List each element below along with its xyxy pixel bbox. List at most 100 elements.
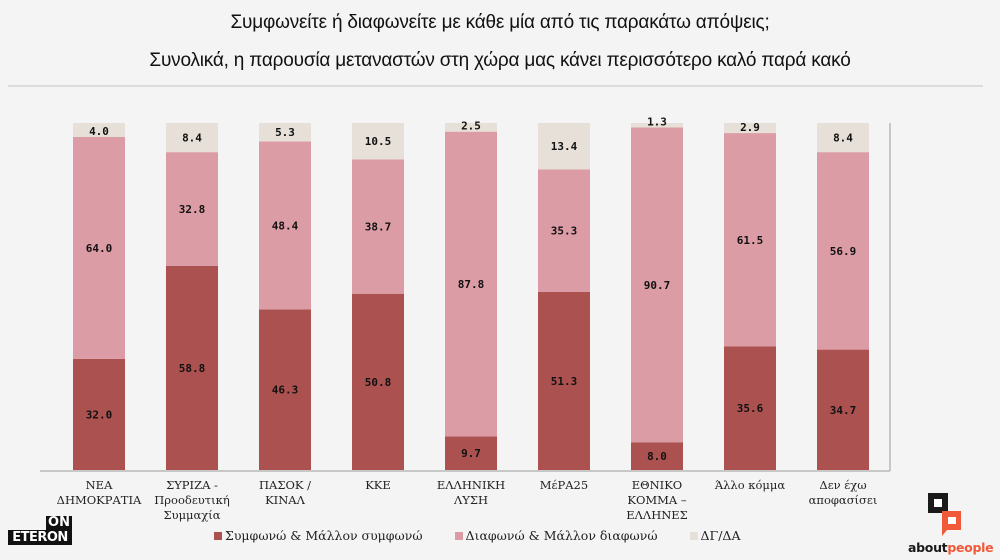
x-tick-label: ΕΘΝΙΚΟ ΚΟΜΜΑ – ΕΛΛΗΝΕΣ bbox=[612, 478, 702, 523]
legend-label: Διαφωνώ & Μάλλον διαφωνώ bbox=[465, 528, 658, 543]
data-label-agree: 34.7 bbox=[830, 404, 857, 417]
x-tick-label-line: ΜέΡΑ25 bbox=[539, 478, 589, 492]
bar-segment-agree bbox=[166, 265, 218, 470]
legend-label: ΔΓ/ΔΑ bbox=[700, 528, 741, 543]
x-tick-label-line: ΚΟΜΜΑ – bbox=[627, 493, 687, 507]
x-tick-label-line: Προοδευτική bbox=[154, 493, 230, 507]
on-eteron-logo: ON ETERON bbox=[8, 516, 72, 545]
legend-swatch-disagree bbox=[454, 531, 463, 540]
data-label-agree: 46.3 bbox=[272, 384, 299, 397]
bar-segment-disagree bbox=[352, 159, 404, 294]
legend-label: Συμφωνώ & Μάλλον συμφωνώ bbox=[225, 528, 423, 543]
data-label-disagree: 56.9 bbox=[830, 245, 857, 258]
data-label-dk: 5.3 bbox=[275, 126, 295, 139]
data-label-agree: 8.0 bbox=[647, 450, 667, 463]
bar-segment-dk bbox=[445, 123, 497, 132]
data-label-dk: 8.4 bbox=[182, 132, 202, 145]
bar-stack: 32.0 64.0 4.0 bbox=[73, 123, 125, 470]
x-tick-label-line: ΕΛΛΗΝΕΣ bbox=[626, 508, 688, 522]
bar-segment-agree bbox=[724, 346, 776, 470]
x-tick-label-line: ΔΗΜΟΚΡΑΤΙΑ bbox=[56, 493, 142, 507]
x-tick-label-line: Δεν έχω bbox=[819, 478, 867, 492]
bar-segment-disagree bbox=[259, 141, 311, 310]
bar-segment-dk bbox=[166, 123, 218, 153]
chart-title-statement: Συνολικά, η παρουσία μεταναστών στη χώρα… bbox=[149, 50, 851, 71]
data-label-dk: 13.4 bbox=[551, 140, 578, 153]
legend-item-agree: Συμφωνώ & Μάλλον συμφωνώ bbox=[214, 528, 423, 543]
bar-stack: 34.7 56.9 8.4 bbox=[817, 123, 869, 470]
x-tick-label-line: ΛΥΣΗ bbox=[453, 493, 489, 507]
data-label-disagree: 61.5 bbox=[737, 234, 764, 247]
bar-stack: 8.0 90.7 1.3 bbox=[631, 116, 683, 470]
x-tick-label: ΠΑΣΟΚ / ΚΙΝΑΛ bbox=[240, 478, 330, 508]
legend: Συμφωνώ & Μάλλον συμφωνώ Διαφωνώ & Μάλλον… bbox=[214, 528, 740, 543]
x-tick-label: ΝΕΑ ΔΗΜΟΚΡΑΤΙΑ bbox=[54, 478, 144, 508]
bar-segment-disagree bbox=[538, 169, 590, 292]
bar-segment-disagree bbox=[631, 127, 683, 443]
bar-segment-disagree bbox=[445, 131, 497, 437]
legend-swatch-agree bbox=[214, 531, 222, 540]
data-label-agree: 58.8 bbox=[179, 362, 206, 375]
x-tick-label-line: Άλλο κόμμα bbox=[714, 478, 786, 492]
x-tick-label-line: ΝΕΑ bbox=[85, 478, 113, 492]
x-tick-label: ΕΛΛΗΝΙΚΗ ΛΥΣΗ bbox=[426, 478, 516, 508]
data-label-disagree: 38.7 bbox=[365, 221, 392, 234]
bar-segment-dk bbox=[631, 123, 683, 128]
aboutpeople-logo: aboutpeople bbox=[904, 490, 1000, 555]
data-label-disagree: 48.4 bbox=[272, 219, 299, 232]
data-label-agree: 35.6 bbox=[737, 402, 764, 415]
bar-segment-agree bbox=[817, 349, 869, 470]
x-tick-label-line: ΕΛΛΗΝΙΚΗ bbox=[436, 478, 506, 492]
bar-segment-agree bbox=[538, 291, 590, 470]
bar-segment-dk bbox=[352, 123, 404, 160]
bar-segment-dk bbox=[538, 123, 590, 170]
logo-on-text: ON bbox=[46, 516, 72, 530]
data-label-agree: 9.7 bbox=[461, 447, 481, 460]
bar-segment-disagree bbox=[724, 133, 776, 347]
data-label-dk: 2.5 bbox=[461, 120, 481, 133]
x-tick-label-line: ΕΘΝΙΚΟ bbox=[631, 478, 683, 492]
x-tick-label-line: αποφασίσει bbox=[808, 493, 878, 507]
bar-stack: 35.6 61.5 2.9 bbox=[724, 121, 776, 470]
x-tick-label: ΣΥΡΙΖΑ - Προοδευτική Συμμαχία bbox=[147, 478, 237, 523]
x-tick-label: ΜέΡΑ25 bbox=[519, 478, 609, 493]
data-label-disagree: 87.8 bbox=[458, 278, 485, 291]
x-tick-label-line: ΣΥΡΙΖΑ - bbox=[166, 478, 218, 492]
bar-segment-agree bbox=[631, 442, 683, 470]
x-tick-label: ΚΚΕ bbox=[333, 478, 423, 493]
bar-stack: 58.8 32.8 8.4 bbox=[166, 123, 218, 470]
bar-segment-agree bbox=[259, 309, 311, 470]
bar-segment-agree bbox=[73, 358, 125, 470]
speech-bubbles-icon bbox=[928, 493, 961, 536]
bar-stack: 50.8 38.7 10.5 bbox=[352, 123, 404, 470]
bar-segment-dk bbox=[817, 123, 869, 153]
data-label-disagree: 64.0 bbox=[86, 242, 113, 255]
x-tick-label-line: Συμμαχία bbox=[163, 508, 221, 522]
data-label-dk: 10.5 bbox=[365, 135, 392, 148]
title-divider bbox=[8, 85, 983, 87]
bar-stack: 46.3 48.4 5.3 bbox=[259, 123, 311, 470]
data-label-dk: 8.4 bbox=[833, 132, 853, 145]
legend-item-disagree: Διαφωνώ & Μάλλον διαφωνώ bbox=[454, 528, 658, 543]
bar-stack: 9.7 87.8 2.5 bbox=[445, 120, 497, 470]
data-label-agree: 32.0 bbox=[86, 408, 113, 421]
bar-segment-agree bbox=[445, 436, 497, 470]
chart-title-question: Συμφωνείτε ή διαφωνείτε με κάθε μία από … bbox=[230, 12, 770, 33]
x-tick-label-line: ΠΑΣΟΚ / ΚΙΝΑΛ bbox=[258, 478, 311, 507]
bar-segment-disagree bbox=[166, 152, 218, 266]
legend-swatch-dk bbox=[689, 531, 698, 540]
bar-segment-dk bbox=[259, 123, 311, 142]
data-label-dk: 4.0 bbox=[89, 125, 109, 138]
bar-segment-disagree bbox=[817, 152, 869, 350]
bar-segment-agree bbox=[352, 293, 404, 470]
logo-eteron-text: ETERON bbox=[8, 530, 72, 545]
bar-segment-dk bbox=[724, 123, 776, 134]
x-tick-label-line: ΚΚΕ bbox=[365, 478, 391, 492]
x-tick-label: Δεν έχω αποφασίσει bbox=[798, 478, 888, 508]
data-label-disagree: 32.8 bbox=[179, 203, 206, 216]
data-label-dk: 2.9 bbox=[740, 121, 760, 134]
x-tick-label: Άλλο κόμμα bbox=[705, 478, 795, 493]
bar-segment-disagree bbox=[73, 136, 125, 359]
data-label-disagree: 90.7 bbox=[644, 279, 671, 292]
